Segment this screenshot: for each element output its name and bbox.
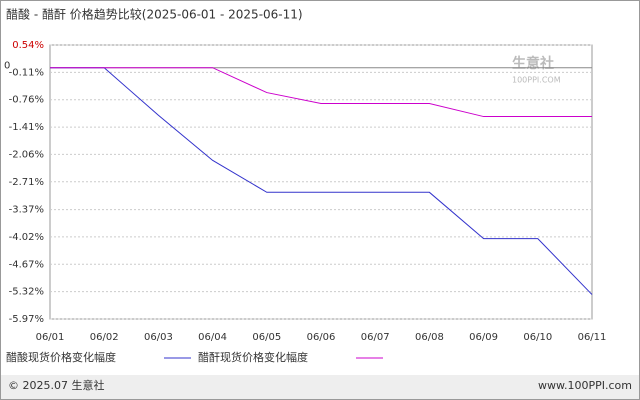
watermark: 生意社 [512,55,554,72]
x-tick-label: 06/10 [523,332,552,343]
y-tick-label: -2.71% [9,177,44,188]
y-tick-label: -5.32% [9,287,44,298]
x-tick-label: 06/08 [415,332,444,343]
legend-label: 醋酸现货价格变化幅度 [6,350,116,364]
y-tick-label: 0 [4,61,10,72]
y-tick-label: -3.37% [9,205,44,216]
footer-right: www.100PPI.com [538,379,632,392]
y-tick-label: -5.97% [9,314,44,325]
x-tick-label: 06/09 [469,332,498,343]
x-tick-label: 06/06 [307,332,336,343]
x-tick-label: 06/05 [252,332,281,343]
footer-left: © 2025.07 生意社 [8,378,104,392]
y-tick-label: -0.76% [9,95,44,106]
y-tick-label: 0.54% [12,40,44,51]
y-tick-label: -2.06% [9,149,44,160]
x-tick-label: 06/02 [90,332,119,343]
y-tick-label: -4.67% [9,259,44,270]
y-tick-label: -1.41% [9,122,44,133]
x-tick-label: 06/07 [361,332,390,343]
series-line [50,67,592,118]
x-tick-label: 06/04 [198,332,227,343]
footer-bar [1,375,639,399]
x-tick-label: 06/11 [578,332,607,343]
watermark: 100PPI.COM [512,76,561,85]
x-tick-label: 06/01 [36,332,65,343]
legend-label: 醋酐现货价格变化幅度 [198,350,308,364]
y-tick-label: -0.11% [9,67,44,78]
series-line [50,67,593,295]
y-tick-label: -4.02% [9,232,44,243]
x-tick-label: 06/03 [144,332,173,343]
chart-title: 醋酸 - 醋酐 价格趋势比较(2025-06-01 - 2025-06-11) [6,7,303,22]
